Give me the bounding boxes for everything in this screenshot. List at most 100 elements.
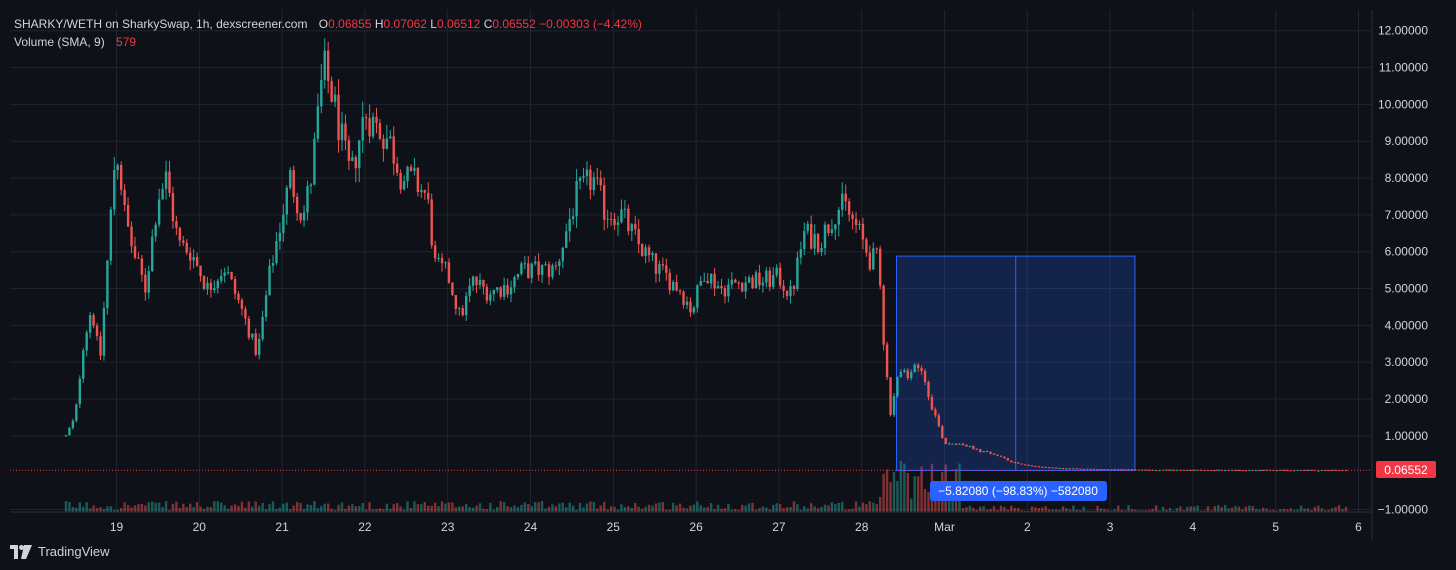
candle-body bbox=[492, 289, 495, 295]
volume-bar bbox=[216, 501, 219, 512]
candle-body bbox=[996, 454, 999, 456]
volume-bar bbox=[1099, 508, 1103, 512]
volume-bar bbox=[1089, 510, 1092, 512]
volume-bar bbox=[1058, 509, 1061, 512]
candle-body bbox=[192, 257, 195, 261]
volume-bar bbox=[85, 502, 88, 512]
volume-bar bbox=[1179, 506, 1182, 512]
volume-bar bbox=[537, 502, 540, 512]
volume-bar bbox=[423, 502, 426, 512]
candle-body bbox=[1113, 469, 1116, 471]
measure-tool[interactable] bbox=[895, 255, 1136, 471]
candle-body bbox=[309, 184, 313, 187]
candle-body bbox=[554, 265, 558, 267]
candle-body bbox=[799, 249, 803, 258]
candle-body bbox=[333, 94, 337, 102]
candle-body bbox=[299, 213, 302, 221]
candle-body bbox=[941, 426, 944, 438]
volume-bar bbox=[1117, 505, 1120, 512]
price-tick-label: 8.00000 bbox=[1385, 171, 1429, 185]
volume-bar bbox=[568, 502, 571, 512]
candle-body bbox=[206, 282, 209, 290]
time-tick-label: 2 bbox=[1024, 520, 1031, 534]
volume-bar bbox=[1151, 508, 1154, 512]
volume-bar bbox=[213, 501, 216, 512]
volume-bar bbox=[302, 508, 306, 512]
volume-bar bbox=[92, 505, 95, 512]
volume-bar bbox=[292, 505, 295, 512]
candle-body bbox=[1120, 469, 1123, 471]
volume-bar bbox=[903, 463, 906, 512]
tradingview-branding[interactable]: TradingView bbox=[10, 544, 110, 559]
volume-bar bbox=[1161, 506, 1165, 512]
volume-bar bbox=[1003, 506, 1006, 512]
candle-body bbox=[872, 248, 875, 270]
volume-bar bbox=[1137, 510, 1141, 512]
candle-body bbox=[1054, 467, 1058, 469]
volume-bar bbox=[751, 502, 754, 512]
volume-bar bbox=[1320, 508, 1323, 512]
volume-bar bbox=[834, 504, 837, 512]
volume-bar bbox=[354, 506, 357, 512]
volume-bar bbox=[416, 504, 420, 512]
volume-bar bbox=[878, 497, 882, 512]
volume-bar bbox=[816, 508, 820, 512]
volume-bar bbox=[609, 506, 613, 512]
volume-bar bbox=[737, 509, 740, 512]
candle-body bbox=[264, 295, 268, 317]
candle-body bbox=[1172, 469, 1175, 471]
volume-bar bbox=[395, 503, 399, 512]
volume-bar bbox=[1013, 507, 1016, 512]
candle-body bbox=[934, 409, 937, 416]
volume-bar bbox=[402, 509, 406, 512]
candle-body bbox=[240, 300, 244, 309]
candle-body bbox=[1234, 469, 1237, 471]
price-axis[interactable]: 12.00000 11.00000 10.00000 9.00000 8.00000 7.… bbox=[1371, 10, 1429, 540]
candle-body bbox=[361, 117, 364, 141]
volume-bar bbox=[972, 507, 975, 512]
volume-bar bbox=[547, 506, 551, 512]
volume-bar bbox=[464, 504, 468, 512]
volume-bar bbox=[792, 501, 796, 512]
volume-bar bbox=[1189, 506, 1192, 512]
volume-bar bbox=[620, 504, 623, 512]
volume-bar bbox=[916, 476, 920, 512]
candle-body bbox=[140, 258, 144, 275]
chart-grid bbox=[10, 10, 1372, 512]
volume-bar bbox=[1244, 506, 1248, 512]
volume-bar bbox=[799, 509, 803, 512]
time-tick-label: 3 bbox=[1107, 520, 1114, 534]
volume-bar bbox=[337, 504, 340, 512]
volume-bar bbox=[554, 506, 558, 512]
volume-bar bbox=[592, 501, 596, 512]
volume-bar bbox=[126, 505, 130, 512]
time-axis[interactable]: 19 20 21 22 23 24 25 26 27 28 Mar 2 3 4 5 6 bbox=[10, 511, 1372, 534]
volume-bar bbox=[364, 509, 368, 512]
volume-bar bbox=[313, 501, 316, 512]
candle-body bbox=[654, 253, 658, 274]
candle-body bbox=[775, 267, 778, 276]
candle-body bbox=[772, 275, 775, 288]
volume-bar bbox=[1275, 510, 1279, 512]
candle-body bbox=[1261, 469, 1265, 471]
candle-body bbox=[647, 247, 651, 256]
candle-body bbox=[223, 272, 226, 276]
volume-bar bbox=[565, 507, 568, 512]
candle-body bbox=[1151, 469, 1154, 471]
candle-body bbox=[85, 332, 88, 351]
volume-bar bbox=[344, 508, 347, 512]
volume-bar bbox=[95, 507, 99, 512]
candle-body bbox=[578, 177, 582, 181]
candle-body bbox=[247, 318, 251, 338]
candle-body bbox=[430, 199, 433, 246]
tradingview-logo-icon bbox=[10, 544, 32, 559]
candle-body bbox=[226, 271, 230, 273]
candle-body bbox=[1141, 469, 1144, 471]
candle-body bbox=[634, 224, 637, 230]
volume-bar bbox=[1213, 506, 1217, 512]
candle-body bbox=[202, 276, 206, 290]
candle-body bbox=[151, 236, 154, 272]
volume-bar bbox=[982, 506, 985, 512]
candle-body bbox=[257, 339, 261, 355]
